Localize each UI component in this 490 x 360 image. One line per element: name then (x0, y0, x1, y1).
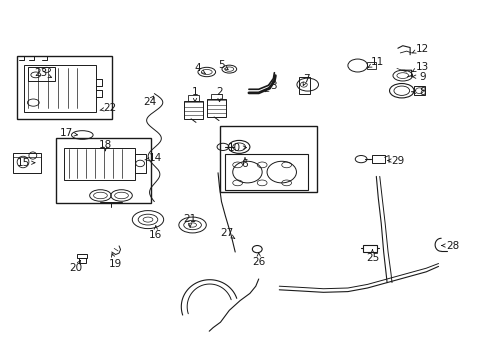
Text: 18: 18 (98, 140, 112, 150)
Bar (211, 94, 222, 99)
Text: 23: 23 (34, 68, 48, 78)
Text: 15: 15 (17, 158, 30, 168)
Text: 4: 4 (194, 63, 201, 73)
Bar (207, 99, 226, 117)
Bar (64, 148, 135, 180)
Bar (135, 154, 146, 173)
Text: 8: 8 (419, 87, 426, 97)
Text: 25: 25 (366, 253, 379, 264)
Bar (220, 126, 317, 192)
Text: 29: 29 (391, 156, 405, 166)
Text: 10: 10 (228, 143, 241, 153)
Text: 9: 9 (419, 72, 426, 82)
Text: 14: 14 (148, 153, 162, 163)
Text: 16: 16 (149, 230, 163, 240)
Text: 12: 12 (416, 44, 429, 54)
Text: 2: 2 (216, 87, 223, 97)
Text: 6: 6 (242, 159, 248, 169)
Text: 7: 7 (303, 74, 310, 84)
Text: 21: 21 (183, 214, 197, 224)
Bar (56, 138, 151, 203)
Bar (372, 155, 385, 163)
Bar (414, 86, 425, 95)
Bar (24, 65, 96, 112)
Text: 19: 19 (108, 258, 122, 269)
Text: 24: 24 (143, 96, 156, 107)
Text: 5: 5 (219, 60, 225, 70)
Text: 17: 17 (59, 128, 73, 138)
Bar (77, 254, 87, 258)
Bar (13, 153, 41, 173)
Text: 27: 27 (220, 228, 233, 238)
Text: 13: 13 (416, 62, 429, 72)
Bar (184, 101, 203, 119)
Text: 22: 22 (103, 103, 117, 113)
Bar (17, 56, 112, 119)
Bar (299, 77, 310, 94)
Text: 3: 3 (270, 81, 277, 91)
Text: 26: 26 (252, 257, 266, 267)
Bar (367, 62, 376, 69)
Text: 28: 28 (446, 240, 460, 251)
Bar (363, 245, 377, 252)
Bar (28, 67, 55, 81)
Text: 1: 1 (192, 87, 198, 97)
Text: 11: 11 (370, 57, 384, 67)
Text: 20: 20 (70, 263, 82, 273)
Bar (79, 258, 86, 263)
Bar (188, 95, 199, 101)
Bar (225, 154, 308, 190)
